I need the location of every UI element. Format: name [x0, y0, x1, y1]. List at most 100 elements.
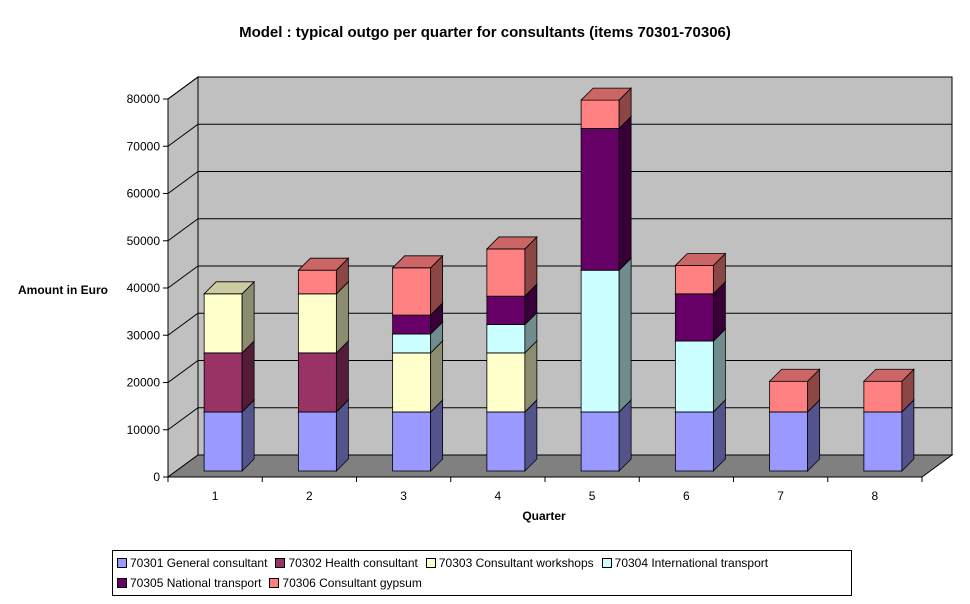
bar-top: [203, 281, 256, 295]
bar-front: [203, 411, 243, 472]
x-tick-label: 1: [212, 489, 219, 503]
x-tick-label: 8: [872, 489, 879, 503]
bar-top: [391, 255, 444, 269]
bar-front: [486, 411, 526, 472]
x-tick-label: 7: [777, 489, 784, 503]
bar-side: [618, 257, 632, 413]
bar-front: [203, 293, 243, 354]
legend-label: 70306 Consultant gypsum: [282, 576, 422, 590]
legend-item: 70305 National transport: [117, 573, 261, 593]
legend-item: 70301 General consultant: [117, 553, 267, 573]
gridline: [167, 218, 952, 242]
y-tick-label: 0: [153, 470, 160, 484]
chart-title: Model : typical outgo per quarter for co…: [239, 24, 731, 41]
bar-segment: [768, 368, 821, 413]
floor: [166, 454, 954, 478]
bar-side: [712, 328, 726, 413]
bar-stack: [485, 235, 538, 472]
bar-front: [392, 352, 432, 413]
y-axis-label: Amount in Euro: [18, 283, 108, 297]
bar-front: [769, 411, 809, 472]
bar-front: [674, 293, 714, 342]
bar-front: [580, 99, 620, 129]
bar-front: [674, 265, 714, 295]
chart-legend: 70301 General consultant 70302 Health con…: [112, 550, 852, 596]
chart-walls: [166, 76, 954, 478]
y-tick-label: 10000: [127, 423, 161, 437]
legend-swatch: [117, 558, 127, 568]
x-tick-labels: 1 2 3 4 5 6 7 8: [212, 489, 879, 503]
bar-front: [580, 128, 620, 271]
bar-segment: [580, 87, 633, 130]
bar-front: [486, 352, 526, 413]
bar-segment: [391, 254, 444, 317]
legend-swatch: [117, 578, 127, 588]
bar-front: [392, 411, 432, 472]
bar-front: [769, 380, 809, 413]
y-tick-label: 50000: [127, 234, 161, 248]
legend-item: 70306 Consultant gypsum: [269, 573, 422, 593]
legend-label: 70301 General consultant: [130, 556, 268, 570]
y-tick-label: 20000: [127, 376, 161, 390]
bar-stack: [768, 368, 821, 472]
bar-front: [297, 352, 337, 413]
bar-segment: [862, 368, 915, 413]
bar-front: [674, 340, 714, 413]
bar-segment: [580, 115, 633, 272]
chart-axes: [163, 98, 923, 482]
bar-front: [486, 295, 526, 325]
bar-front: [392, 314, 432, 335]
bar-top: [674, 253, 727, 266]
bar-stack: [674, 252, 727, 472]
bar-stack: [297, 257, 350, 472]
x-tick-label: 4: [495, 489, 502, 503]
bar-top: [297, 257, 350, 271]
bar-top: [580, 87, 633, 101]
x-axis-label: Quarter: [522, 509, 566, 523]
legend-swatch: [269, 578, 280, 588]
bar-front: [863, 380, 903, 413]
legend-swatch: [275, 558, 286, 568]
bar-front: [392, 333, 432, 354]
legend-swatch: [601, 558, 612, 568]
chart-bars: [203, 87, 915, 472]
x-tick-label: 2: [306, 489, 313, 503]
x-tick-label: 6: [683, 489, 690, 503]
bar-stack: [391, 254, 444, 472]
legend-label: 70303 Consultant workshops: [438, 556, 594, 570]
bar-front: [297, 269, 337, 295]
gridline: [167, 171, 952, 194]
bar-stack: [580, 87, 633, 472]
y-tick-label: 80000: [127, 92, 161, 106]
bar-segment: [203, 280, 256, 354]
gridline: [167, 76, 952, 100]
bar-stack: [862, 368, 915, 472]
bar-front: [486, 324, 526, 354]
bar-segment: [674, 252, 727, 295]
y-tick-label: 60000: [127, 187, 161, 201]
bar-front: [203, 352, 243, 413]
legend-label: 70304 International transport: [614, 556, 769, 570]
legend-item: 70304 International transport: [601, 553, 769, 573]
bar-segment: [485, 235, 538, 298]
legend-label: 70302 Health consultant: [288, 556, 418, 570]
bar-top: [485, 236, 538, 250]
legend-item: 70302 Health consultant: [275, 553, 418, 573]
bar-front: [486, 248, 526, 297]
y-tick-label: 40000: [127, 281, 161, 295]
legend-label: 70305 National transport: [130, 576, 262, 590]
y-tick-labels: 0 10000 20000 30000 40000 50000 60000 70000 8000…: [127, 92, 161, 484]
bar-segment: [674, 328, 727, 413]
bar-front: [674, 411, 714, 472]
bar-segment: [297, 257, 350, 295]
bar-front: [863, 411, 903, 472]
bar-top: [862, 368, 915, 382]
legend-swatch: [425, 558, 436, 568]
x-tick-label: 3: [400, 489, 407, 503]
bar-front: [392, 267, 432, 316]
bar-stack: [203, 280, 256, 472]
bar-side: [618, 115, 632, 272]
legend-item: 70303 Consultant workshops: [425, 553, 594, 573]
bar-front: [580, 269, 620, 413]
